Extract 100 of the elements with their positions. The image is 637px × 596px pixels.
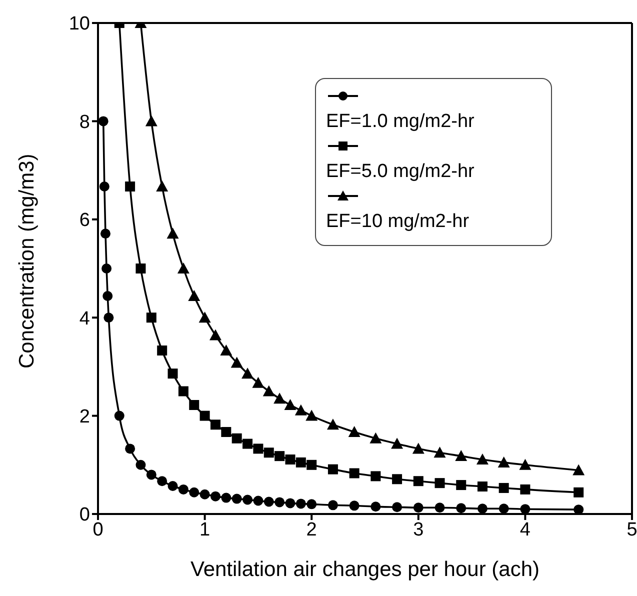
point xyxy=(498,456,510,468)
point xyxy=(102,264,112,274)
point xyxy=(100,228,110,239)
point xyxy=(232,494,242,504)
point xyxy=(412,442,424,454)
point xyxy=(114,410,124,421)
point xyxy=(242,438,253,449)
point xyxy=(294,404,307,416)
point xyxy=(253,496,264,506)
point xyxy=(498,482,509,493)
y-tick-label: 0 xyxy=(79,504,90,526)
point xyxy=(145,115,158,126)
y-tick-label: 4 xyxy=(79,308,90,330)
legend-label: EF=1.0 mg/m2-hr xyxy=(326,111,476,133)
point xyxy=(146,312,156,323)
point xyxy=(200,489,210,500)
point xyxy=(413,502,424,513)
point xyxy=(477,504,488,514)
point xyxy=(456,480,466,490)
point xyxy=(156,180,168,192)
point xyxy=(306,460,317,470)
point xyxy=(98,116,108,126)
point xyxy=(210,420,220,430)
point xyxy=(198,312,211,323)
point xyxy=(232,433,242,444)
x-tick-label: 0 xyxy=(92,519,104,540)
point xyxy=(221,492,232,503)
point xyxy=(168,481,178,492)
point xyxy=(434,502,445,513)
point xyxy=(284,399,296,410)
point xyxy=(370,432,382,444)
point xyxy=(328,500,338,510)
point xyxy=(274,392,286,404)
point xyxy=(349,500,360,511)
point xyxy=(221,427,232,438)
point xyxy=(104,312,114,323)
point xyxy=(262,385,275,396)
point xyxy=(166,228,179,239)
point xyxy=(230,356,243,368)
point xyxy=(391,438,404,449)
point xyxy=(456,503,466,514)
point xyxy=(306,410,318,421)
point xyxy=(392,502,402,512)
point xyxy=(519,458,532,470)
point xyxy=(520,504,530,514)
point xyxy=(455,450,468,462)
point xyxy=(146,470,156,480)
point xyxy=(348,426,360,438)
point xyxy=(136,460,146,470)
point xyxy=(306,499,317,510)
point xyxy=(349,468,360,478)
point xyxy=(157,476,168,486)
point xyxy=(326,418,339,430)
point xyxy=(296,498,306,509)
x-tick-label: 3 xyxy=(413,519,424,540)
point xyxy=(102,290,113,301)
point xyxy=(370,502,381,512)
y-tick-label: 6 xyxy=(79,210,90,232)
point xyxy=(157,345,168,356)
point xyxy=(285,454,296,464)
y-tick-label: 8 xyxy=(79,112,90,133)
point xyxy=(574,504,584,514)
y-tick-label: 10 xyxy=(68,14,90,35)
y-tick-label: 2 xyxy=(79,406,90,428)
point xyxy=(477,482,488,492)
point xyxy=(434,446,446,458)
x-tick-label: 5 xyxy=(626,519,637,540)
point xyxy=(296,457,306,468)
point xyxy=(264,448,274,458)
point xyxy=(177,262,190,274)
point xyxy=(274,497,285,508)
legend-label: EF=5.0 mg/m2-hr xyxy=(326,161,476,183)
point xyxy=(328,464,338,474)
x-axis-title: Ventilation air changes per hour (ach) xyxy=(190,558,540,581)
point xyxy=(413,476,424,486)
point xyxy=(178,484,188,494)
point xyxy=(252,376,264,388)
point xyxy=(99,182,110,192)
point xyxy=(370,471,381,482)
x-tick-label: 2 xyxy=(306,519,317,540)
point xyxy=(220,344,232,356)
point xyxy=(200,410,210,421)
point xyxy=(392,474,402,484)
point xyxy=(189,487,200,498)
point xyxy=(498,504,509,514)
point xyxy=(136,264,146,274)
point xyxy=(520,484,530,494)
point xyxy=(242,368,254,379)
point xyxy=(168,368,178,379)
x-tick-label: 1 xyxy=(200,519,210,540)
x-tick-label: 4 xyxy=(520,519,531,540)
point xyxy=(253,444,264,454)
point xyxy=(274,451,285,462)
point xyxy=(572,464,585,476)
point xyxy=(189,400,200,410)
point xyxy=(178,386,188,396)
point xyxy=(476,454,488,464)
point xyxy=(125,444,136,454)
point xyxy=(188,290,200,301)
point xyxy=(264,496,274,507)
